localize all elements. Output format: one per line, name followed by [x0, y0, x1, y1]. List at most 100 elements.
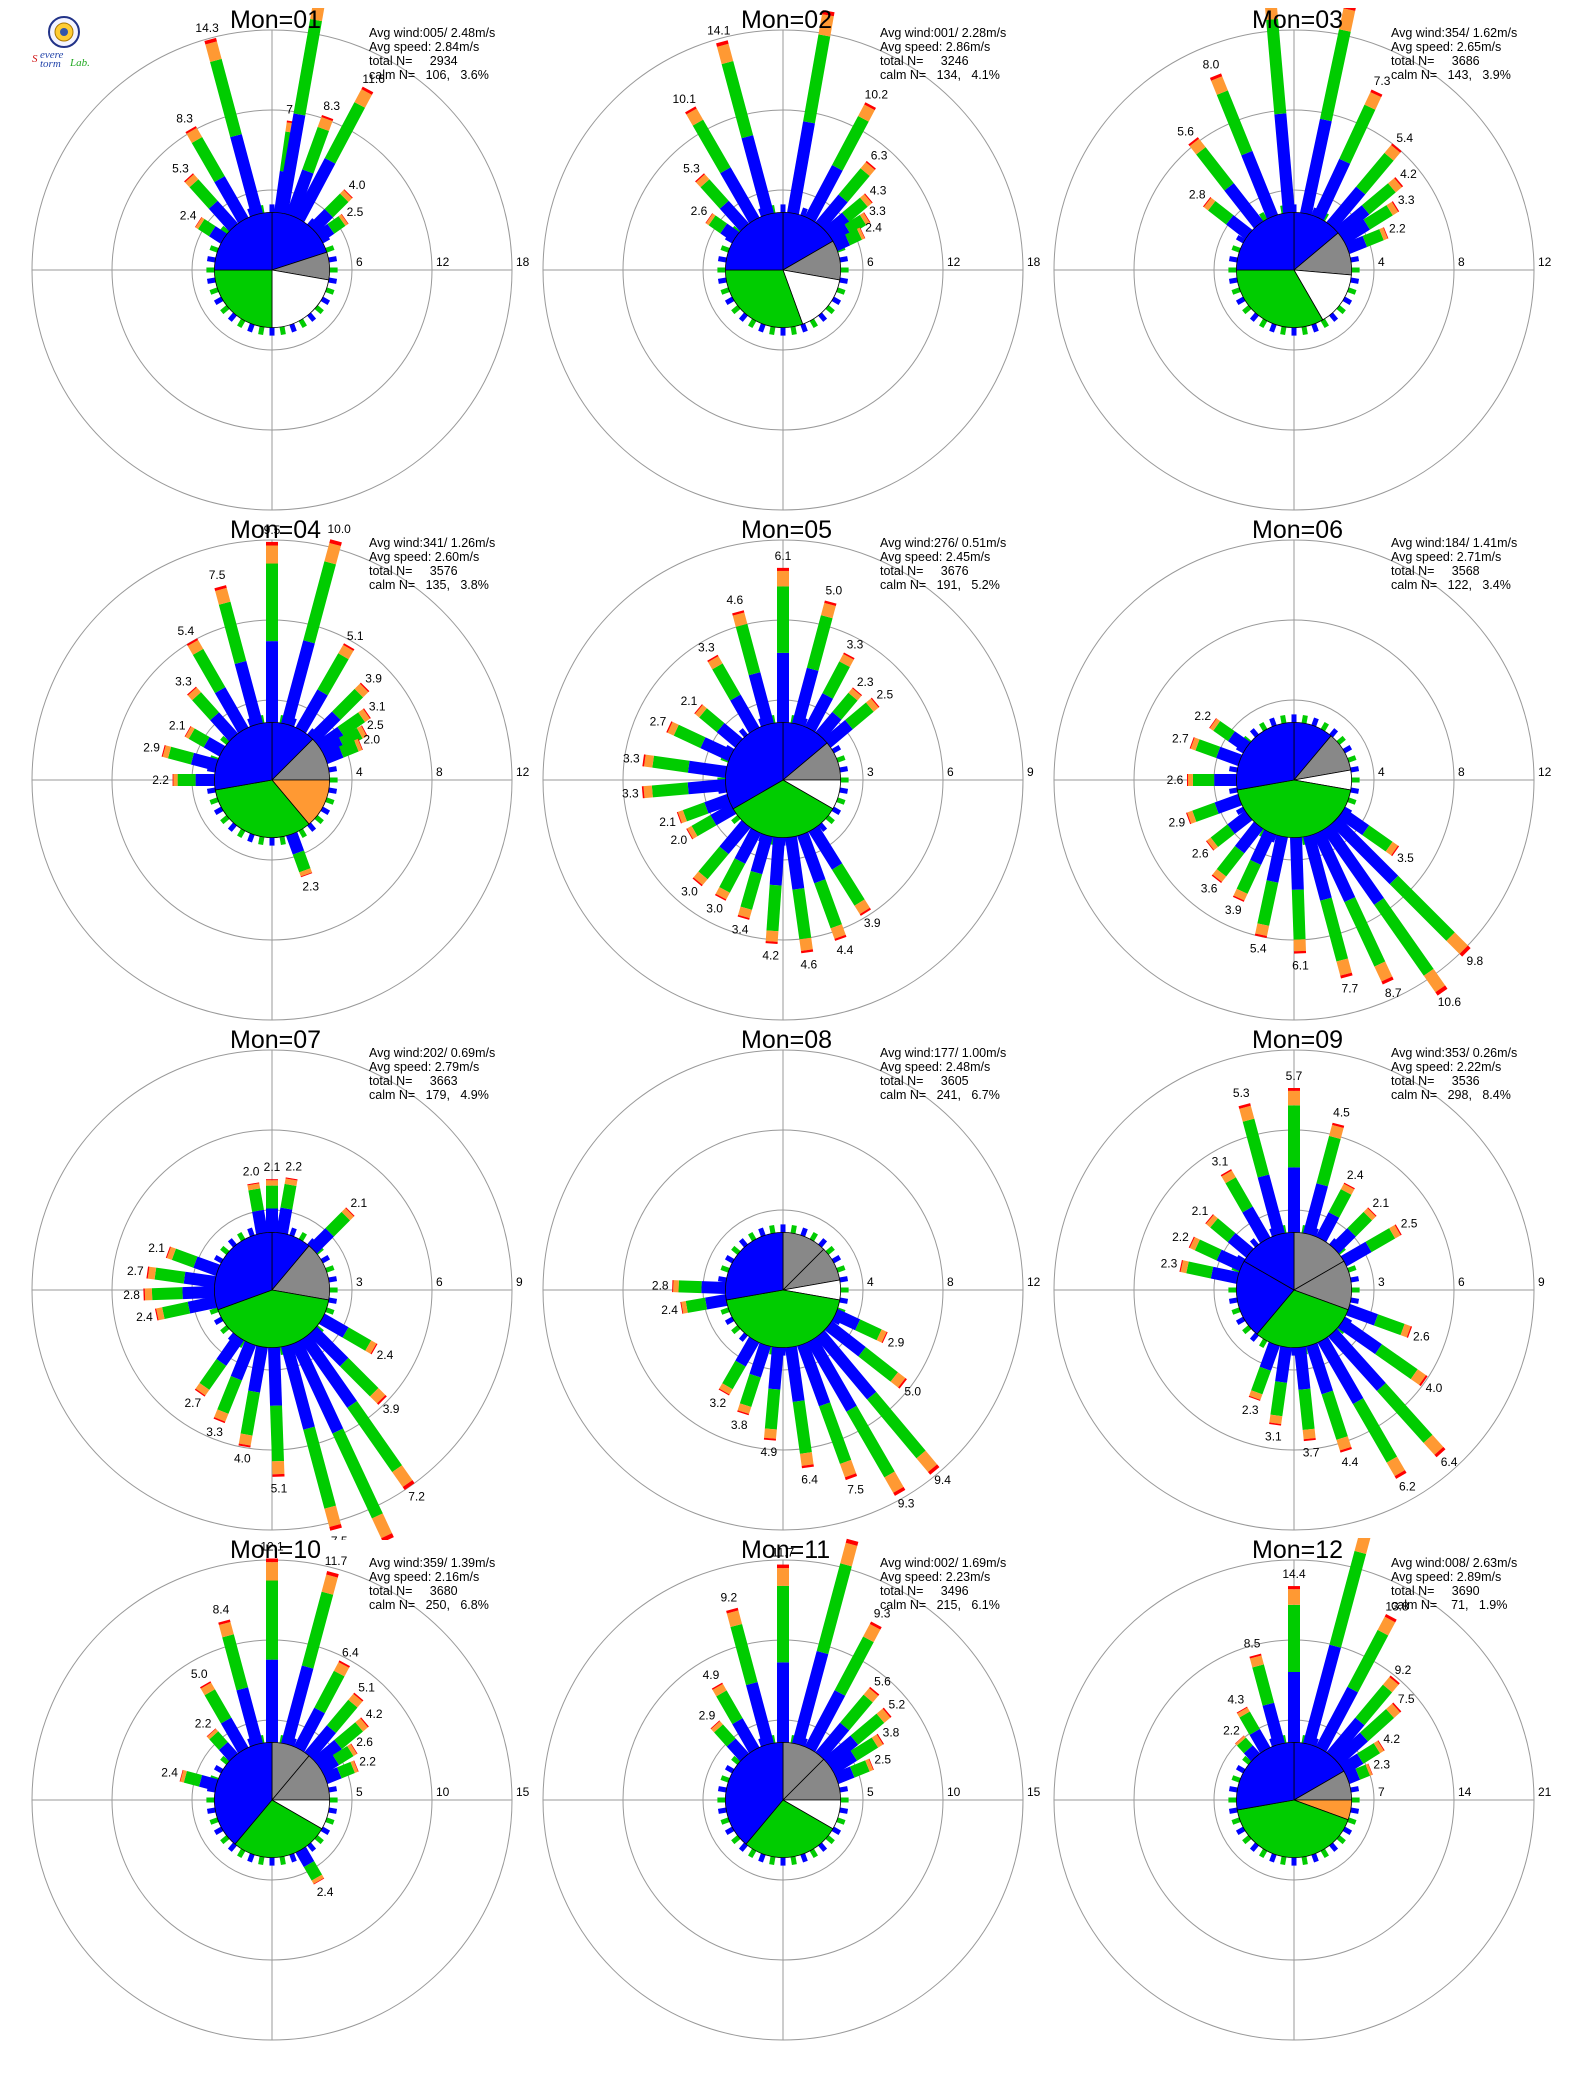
stats-block: Avg wind:002/ 1.69m/s Avg speed: 2.23m/s t…	[880, 1556, 1006, 1612]
minor-petal	[758, 1853, 766, 1863]
ring-label: 7	[1378, 1785, 1385, 1799]
petal-label: 4.9	[760, 1445, 777, 1459]
avg-speed-label: Avg speed: 2.45m/s	[880, 550, 991, 564]
calm-label: calm N= 298, 8.4%	[1391, 1088, 1511, 1102]
ring-label: 8	[1458, 765, 1465, 779]
petal-segment	[738, 906, 752, 919]
petal-label: 6.4	[801, 1472, 818, 1486]
petal-segment	[695, 704, 707, 718]
petal-segment	[815, 711, 842, 740]
minor-petal	[738, 728, 748, 738]
calm-label: calm N= 135, 3.8%	[369, 578, 489, 592]
petal-label: 2.3	[1373, 1758, 1390, 1772]
petal-segment	[183, 1271, 216, 1288]
petal-label: 5.3	[1233, 1086, 1250, 1100]
minor-petal	[809, 1848, 818, 1859]
petal-segment	[1326, 186, 1366, 230]
minor-petal	[1280, 714, 1287, 724]
minor-petal	[1329, 728, 1339, 738]
petal-segment	[303, 1426, 336, 1509]
pie-slice	[724, 269, 804, 328]
stats-block: Avg wind:341/ 1.26m/s Avg speed: 2.60m/s t…	[369, 536, 495, 592]
petal-segment	[1242, 1206, 1271, 1244]
petal-segment	[186, 127, 203, 143]
minor-petal	[1231, 1775, 1241, 1783]
petal-segment	[1337, 808, 1370, 836]
minor-petal	[818, 1238, 828, 1248]
petal-segment	[830, 924, 846, 939]
ring-label: 3	[867, 765, 874, 779]
minor-petal	[724, 1316, 735, 1325]
pie-slice	[782, 269, 841, 325]
ring-label: 15	[1027, 1785, 1041, 1799]
petal-segment	[340, 189, 353, 202]
minor-petal	[1259, 721, 1268, 732]
petal-label: 2.2	[195, 1716, 212, 1730]
minor-petal	[724, 296, 735, 305]
petal-segment	[667, 721, 679, 736]
petal-segment	[714, 893, 727, 901]
petal-segment	[200, 1681, 212, 1689]
petal-segment	[643, 785, 653, 799]
petal-segment	[823, 1735, 859, 1768]
ring-label: 6	[436, 1275, 443, 1289]
minor-petal	[314, 815, 324, 825]
minor-petal	[1350, 277, 1360, 284]
minor-petal	[1336, 735, 1346, 745]
petal-segment	[1386, 1703, 1401, 1718]
avg-wind-label: Avg wind:359/ 1.39m/s	[369, 1556, 496, 1570]
minor-petal	[314, 1835, 324, 1845]
minor-petal	[724, 1765, 735, 1774]
petal-segment	[1340, 1241, 1372, 1267]
petal-segment	[323, 1767, 342, 1784]
petal-segment	[304, 1725, 337, 1760]
petal-segment	[860, 162, 875, 176]
petal-segment	[1328, 1189, 1352, 1218]
avg-wind-label: Avg wind:354/ 1.62m/s	[1391, 26, 1518, 40]
petal-segment	[187, 686, 197, 696]
petal-label: 3.5	[1397, 851, 1414, 865]
petal-segment	[687, 760, 727, 778]
windrose-svg: 3692.12.22.02.12.43.97.28.67.55.14.03.32…	[31, 1049, 523, 1540]
total-label: total N= 2934	[369, 54, 458, 68]
petal-label: 6.3	[871, 149, 888, 163]
pie-slice	[213, 211, 273, 271]
minor-petal	[1320, 721, 1329, 732]
stats-block: Avg wind:202/ 0.69m/s Avg speed: 2.79m/s t…	[369, 1046, 495, 1102]
petal-segment	[218, 601, 247, 664]
petal-segment	[189, 179, 218, 209]
minor-petal	[1329, 1842, 1339, 1852]
minor-petal	[731, 815, 741, 825]
petal-segment	[369, 1387, 386, 1404]
petal-label: 11.7	[772, 1546, 795, 1560]
petal-segment	[832, 1308, 861, 1331]
petal-segment	[268, 1347, 283, 1406]
minor-petal	[209, 1817, 219, 1825]
petal-segment	[844, 1473, 858, 1481]
petal-segment	[308, 208, 334, 234]
petal-segment	[1269, 1414, 1283, 1425]
petal-segment	[1391, 143, 1402, 153]
minor-petal	[237, 828, 246, 839]
petal-segment	[741, 135, 774, 216]
petal-segment	[865, 1758, 874, 1772]
petal-segment	[750, 833, 773, 875]
petal-segment	[707, 654, 719, 663]
petal-segment	[338, 214, 349, 226]
minor-petal	[790, 326, 797, 336]
petal-segment	[693, 871, 708, 886]
minor-petal	[839, 1786, 849, 1793]
minor-petal	[769, 326, 776, 336]
petal-segment	[323, 746, 344, 764]
petal-segment	[848, 688, 862, 701]
minor-petal	[724, 1255, 735, 1264]
minor-petal	[213, 296, 224, 305]
petal-label: 4.3	[870, 183, 887, 197]
petal-segment	[348, 1693, 363, 1708]
minor-petal	[328, 1786, 338, 1793]
minor-petal	[1242, 1325, 1252, 1335]
petal-label: 11.7	[325, 1554, 348, 1568]
petal-segment	[230, 134, 263, 216]
minor-petal	[800, 207, 808, 217]
minor-petal	[220, 735, 230, 745]
